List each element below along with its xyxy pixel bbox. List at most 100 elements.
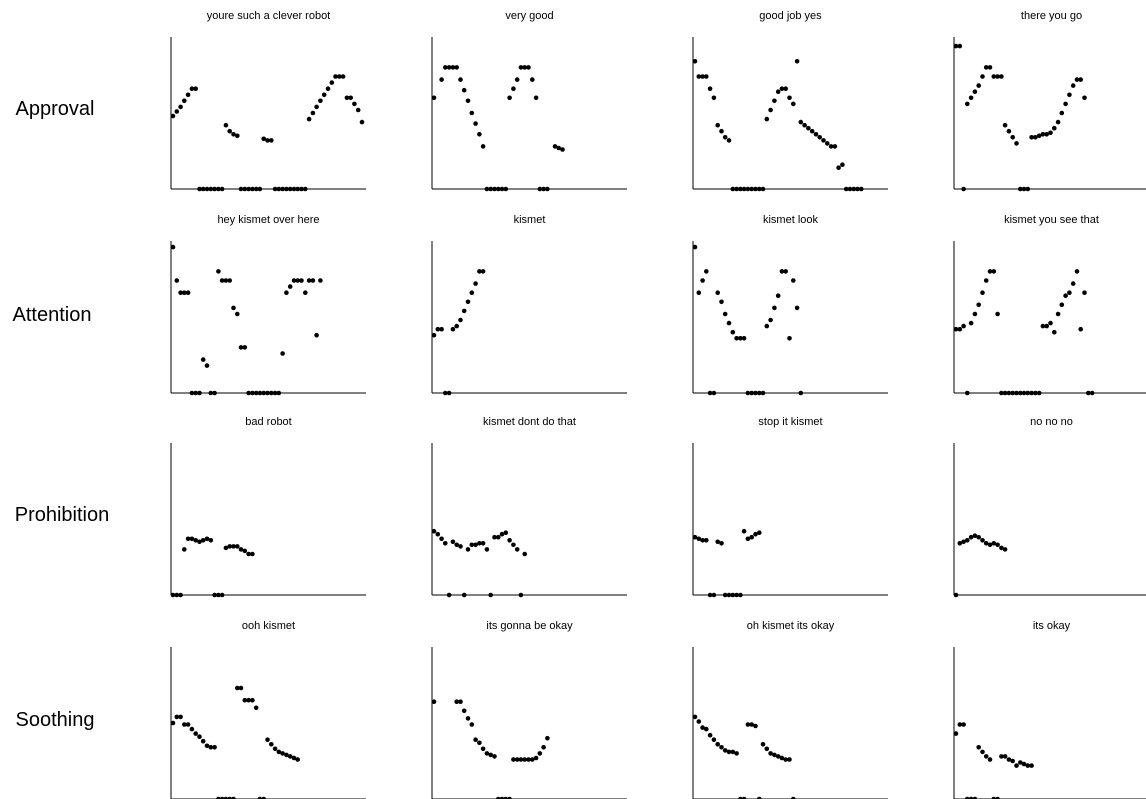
data-point (1025, 390, 1031, 396)
data-point (745, 536, 751, 542)
data-point (503, 796, 509, 799)
data-point (208, 186, 214, 192)
row-label-attention: Attention (13, 304, 92, 326)
data-point (340, 74, 346, 79)
data-point (280, 186, 285, 192)
data-point (337, 74, 342, 79)
data-point (511, 542, 516, 548)
data-point (246, 551, 251, 557)
data-point (477, 132, 482, 137)
data-point (783, 86, 788, 91)
data-point (1063, 101, 1068, 107)
data-point (469, 722, 475, 727)
data-point (318, 278, 323, 283)
data-point (276, 749, 282, 755)
data-point (726, 138, 732, 143)
data-point (999, 390, 1004, 396)
data-point (1002, 547, 1008, 552)
data-point (783, 269, 788, 274)
data-point (257, 390, 263, 396)
data-point (976, 302, 981, 308)
subplot-14: its gonna be okay (431, 620, 627, 799)
data-point (968, 95, 974, 101)
data-point (284, 752, 289, 758)
data-point (798, 390, 804, 396)
data-point (250, 697, 255, 703)
subplot-title: kismet look (763, 214, 819, 226)
data-point (730, 186, 736, 192)
data-point (692, 59, 698, 64)
data-point (719, 128, 724, 134)
data-point (458, 77, 463, 82)
data-point (787, 757, 792, 762)
data-point (726, 592, 732, 598)
subplot-15: oh kismet its okay (692, 620, 888, 799)
data-point (265, 138, 270, 143)
data-point (791, 101, 796, 107)
data-point (185, 290, 191, 296)
data-point (469, 290, 475, 296)
data-point (537, 186, 543, 192)
data-point (1036, 390, 1042, 396)
data-point (223, 545, 229, 551)
data-point (235, 311, 240, 317)
data-point (692, 534, 698, 540)
data-point (197, 390, 202, 396)
data-point (439, 536, 444, 542)
data-point (507, 538, 512, 543)
data-point (1089, 390, 1095, 396)
data-point (265, 390, 270, 396)
data-point (779, 269, 785, 274)
data-point (1010, 758, 1015, 764)
data-point (458, 544, 463, 549)
data-point (212, 592, 217, 598)
data-point (314, 104, 319, 110)
data-point (306, 116, 312, 122)
data-point (711, 390, 717, 396)
data-point (1078, 77, 1083, 82)
data-point (287, 284, 293, 289)
data-point (1036, 133, 1042, 139)
data-point (987, 542, 993, 548)
data-point (745, 390, 751, 396)
data-point (715, 539, 720, 545)
data-point (238, 547, 244, 552)
data-point (522, 757, 527, 762)
data-point (1002, 122, 1008, 128)
data-point (200, 738, 206, 744)
data-point (987, 757, 993, 762)
data-point (749, 722, 754, 727)
data-point (488, 186, 494, 192)
subplot-5: hey kismet over here (170, 214, 366, 396)
data-point (287, 186, 293, 192)
data-point (734, 186, 739, 192)
data-point (859, 186, 864, 192)
data-point (227, 796, 232, 799)
data-point (170, 592, 176, 598)
subplot-title: its gonna be okay (486, 620, 573, 632)
data-point (757, 186, 762, 192)
data-point (496, 796, 501, 799)
data-point (208, 538, 214, 543)
data-point (957, 326, 963, 332)
data-point (957, 722, 963, 727)
data-point (235, 133, 240, 139)
data-point (454, 699, 460, 704)
data-point (987, 65, 993, 70)
data-point (492, 186, 497, 192)
data-point (295, 757, 301, 762)
data-point (484, 186, 490, 192)
data-point (511, 757, 516, 762)
data-point (798, 119, 804, 125)
data-point (484, 751, 490, 756)
data-point (253, 186, 259, 192)
data-point (692, 714, 698, 720)
subplot-title: hey kismet over here (217, 214, 319, 226)
data-point (700, 725, 705, 730)
data-point (719, 299, 724, 305)
data-point (522, 65, 527, 70)
data-point (980, 749, 985, 755)
data-point (450, 326, 456, 332)
data-point (734, 751, 739, 756)
data-point (518, 757, 524, 762)
